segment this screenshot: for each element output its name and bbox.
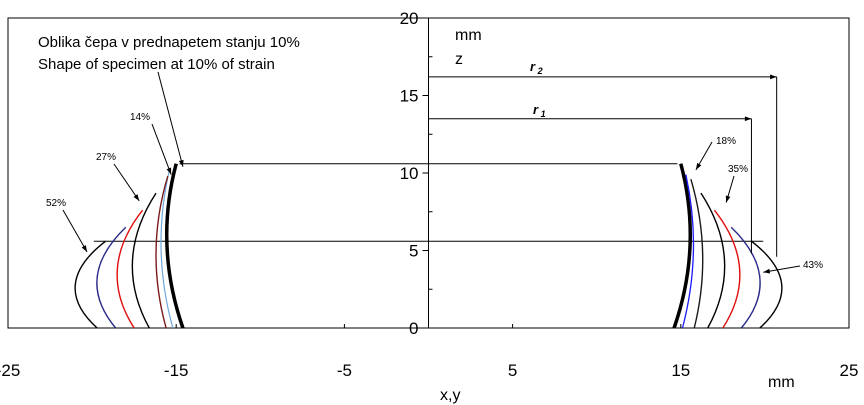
y-tick-label: 10 — [400, 164, 419, 183]
profile-curve-5 — [701, 193, 725, 328]
strain-arrow-head — [726, 195, 731, 202]
profile-curve-7 — [97, 227, 126, 328]
x-tick-label: 25 — [840, 361, 859, 380]
y-tick-label: 0 — [409, 319, 418, 338]
strain-arrow — [63, 210, 87, 252]
strain-label: 52% — [46, 198, 66, 209]
x-tick-label: -25 — [0, 361, 20, 380]
profile-curve-8 — [751, 241, 781, 328]
strain-arrow-head — [763, 269, 770, 274]
x-tick-label: 15 — [671, 361, 690, 380]
annotation-slovenian: Oblika čepa v prednapetem stanju 10% — [38, 34, 300, 51]
annotation-english: Shape of specimen at 10% of strain — [38, 56, 275, 73]
r2-arrow-head — [770, 74, 777, 79]
annotation-arrow — [158, 72, 183, 167]
y-tick-label: 5 — [409, 242, 418, 261]
y-tick-label: 20 — [400, 9, 419, 28]
x-tick-label: -15 — [164, 361, 189, 380]
y-tick-label: 15 — [400, 87, 419, 106]
r2-label: r 2 — [530, 59, 543, 76]
profile-curve-0 — [167, 164, 183, 328]
r1-label: r 1 — [533, 102, 546, 119]
x-axis-label: x,y — [440, 387, 460, 404]
x-tick-label: -5 — [337, 361, 352, 380]
profile-curve-5 — [132, 193, 156, 328]
strain-arrow — [114, 164, 139, 201]
strain-arrow-head — [82, 245, 87, 252]
x-unit-label: mm — [768, 374, 795, 391]
z-axis-label: z — [455, 51, 463, 68]
profile-curve-7 — [731, 227, 760, 328]
strain-label: 14% — [130, 112, 150, 123]
strain-arrow-head — [696, 163, 701, 170]
strain-arrow-head — [134, 194, 140, 201]
strain-label: 43% — [803, 260, 823, 271]
strain-label: 18% — [716, 136, 736, 147]
strain-arrow — [152, 124, 171, 175]
profile-curve-8 — [75, 241, 105, 328]
r1-arrow-head — [745, 116, 752, 121]
strain-label: 35% — [728, 164, 748, 175]
x-tick-label: 5 — [508, 361, 517, 380]
strain-label: 27% — [96, 152, 116, 163]
y-unit-label: mm — [455, 27, 482, 44]
profile-curve-4 — [691, 179, 703, 328]
